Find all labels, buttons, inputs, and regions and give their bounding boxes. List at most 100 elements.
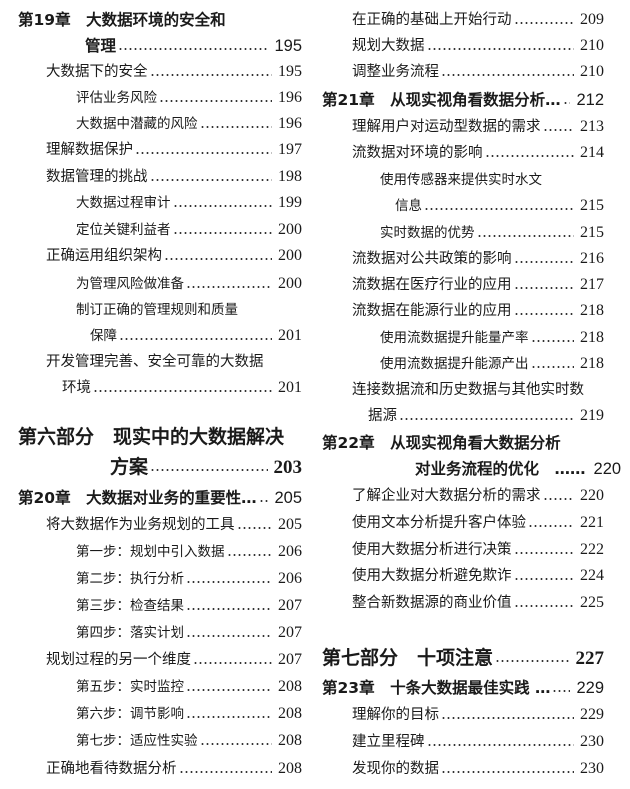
page-number: 212 [576, 91, 604, 109]
entry-title: 使用文本分析提升客户体验 [352, 515, 526, 531]
dot-leader [119, 337, 272, 341]
page-number: 206 [278, 570, 302, 587]
toc-entry: 第一步：规划中引入数据 206 [76, 540, 302, 564]
toc-entry: 大数据下的安全 195 [46, 60, 302, 84]
toc-entry: 流数据在医疗行业的应用 217 [352, 273, 604, 297]
entry-title: 第三步：检查结果 [76, 598, 184, 614]
page-number: 220 [593, 460, 622, 478]
toc-part: 第七部分 十项注意 227 [322, 644, 604, 672]
toc-entry: 数据管理的挑战 198 [46, 165, 302, 189]
dot-leader [513, 286, 574, 290]
page-number: 227 [575, 648, 605, 669]
entry-title: 第21章 从现实视角看数据分析… [322, 91, 561, 109]
toc-entry: 制订正确的管理规则和质量 [76, 298, 302, 322]
entry-title: 第四步：落实计划 [76, 625, 184, 641]
dot-leader [513, 604, 574, 608]
page-number: 224 [580, 567, 604, 584]
dot-leader [186, 285, 272, 289]
dot-leader [513, 551, 574, 555]
page-number: 195 [278, 63, 302, 80]
toc-entry: 第四步：落实计划 207 [76, 621, 302, 645]
toc-entry: 评估业务风险 196 [76, 86, 302, 110]
dot-leader [441, 73, 574, 77]
entry-title: 流数据对公共政策的影响 [352, 251, 512, 267]
toc-entry: 使用大数据分析进行决策 222 [352, 538, 604, 562]
entry-title: 流数据在能源行业的应用 [352, 303, 512, 319]
entry-title: 第六部分 现实中的大数据解决 [18, 426, 285, 448]
toc-entry: 发现你的数据 230 [352, 757, 604, 781]
toc-entry: 连接数据流和历史数据与其他实时数 [352, 378, 604, 402]
toc-entry: 第三步：检查结果 207 [76, 594, 302, 618]
entry-title: 在正确的基础上开始行动 [352, 12, 512, 28]
dot-leader [172, 231, 272, 235]
entry-title: 正确地看待数据分析 [46, 761, 177, 777]
dot-leader [484, 154, 574, 158]
page-number: 214 [580, 144, 604, 161]
dot-leader [226, 553, 272, 557]
page-number: 207 [278, 597, 302, 614]
entry-title: 了解企业对大数据分析的需求 [352, 488, 541, 504]
entry-title: 信息 [395, 198, 422, 214]
toc-entry: 在正确的基础上开始行动 209 [352, 8, 604, 32]
toc-chapter: 第23章 十条大数据最佳实践 … 229 [322, 676, 604, 700]
toc-entry: 第二步：执行分析 206 [76, 567, 302, 591]
toc-entry: 理解数据保护 197 [46, 138, 302, 162]
entry-title: 管理 [85, 37, 117, 55]
toc-entry: 第五步：实时监控 208 [76, 675, 302, 699]
dot-leader [513, 312, 574, 316]
dot-leader [542, 497, 574, 501]
page-number: 196 [278, 89, 302, 106]
entry-title: 开发管理完善、安全可靠的大数据 [46, 354, 264, 370]
entry-title: 建立里程碑 [352, 734, 425, 750]
dot-leader [530, 339, 574, 343]
toc-entry: 第七步：适应性实验 208 [76, 729, 302, 753]
entry-title: 大数据中潜藏的风险 [76, 116, 198, 132]
toc-entry: 信息 215 [395, 194, 604, 218]
dot-leader [150, 468, 268, 472]
toc-entry: 使用文本分析提升客户体验 221 [352, 511, 604, 535]
toc-entry: 建立里程碑 230 [352, 730, 604, 754]
dot-leader [178, 770, 272, 774]
entry-title: 数据管理的挑战 [46, 169, 148, 185]
toc-entry: 大数据过程审计 199 [76, 191, 302, 215]
toc-part: 方案 203 [110, 453, 302, 481]
page-number: 215 [580, 224, 604, 241]
toc-entry: 流数据在能源行业的应用 218 [352, 299, 604, 323]
dot-leader [186, 715, 272, 719]
entry-title: 制订正确的管理规则和质量 [76, 302, 238, 318]
entry-title: 为管理风险做准备 [76, 276, 184, 292]
entry-title: 第23章 十条大数据最佳实践 … [322, 679, 551, 697]
entry-title: 流数据对环境的影响 [352, 145, 483, 161]
page-number: 208 [278, 732, 302, 749]
page-number: 219 [580, 407, 604, 424]
dot-leader [441, 716, 574, 720]
dot-leader [495, 659, 570, 663]
page-number: 217 [580, 276, 604, 293]
page-number: 197 [278, 141, 302, 158]
entry-title: 连接数据流和历史数据与其他实时数 [352, 382, 584, 398]
entry-title: 理解你的目标 [352, 707, 439, 723]
dot-leader [426, 47, 574, 51]
page-number: 207 [278, 651, 302, 668]
entry-title: 大数据过程审计 [76, 195, 171, 211]
entry-title: 调整业务流程 [352, 64, 439, 80]
page-number: 208 [278, 678, 302, 695]
entry-title: 发现你的数据 [352, 761, 439, 777]
page-number: 206 [278, 543, 302, 560]
toc-entry: 了解企业对大数据分析的需求 220 [352, 484, 604, 508]
entry-title: 使用大数据分析进行决策 [352, 542, 512, 558]
dot-leader [149, 178, 272, 182]
page-number: 198 [278, 168, 302, 185]
dot-leader [513, 577, 574, 581]
toc-entry: 环境 201 [62, 376, 302, 400]
entry-title: 对业务流程的优化 …… [415, 460, 586, 478]
entry-title: 第19章 大数据环境的安全和 [18, 11, 226, 29]
entry-title: 第一步：规划中引入数据 [76, 544, 225, 560]
entry-title: 第五步：实时监控 [76, 679, 184, 695]
dot-leader [236, 526, 272, 530]
toc-entry: 规划大数据 210 [352, 34, 604, 58]
page-number: 216 [580, 250, 604, 267]
page-number: 207 [278, 624, 302, 641]
dot-leader [426, 743, 574, 747]
entry-title: 保障 [90, 328, 117, 344]
